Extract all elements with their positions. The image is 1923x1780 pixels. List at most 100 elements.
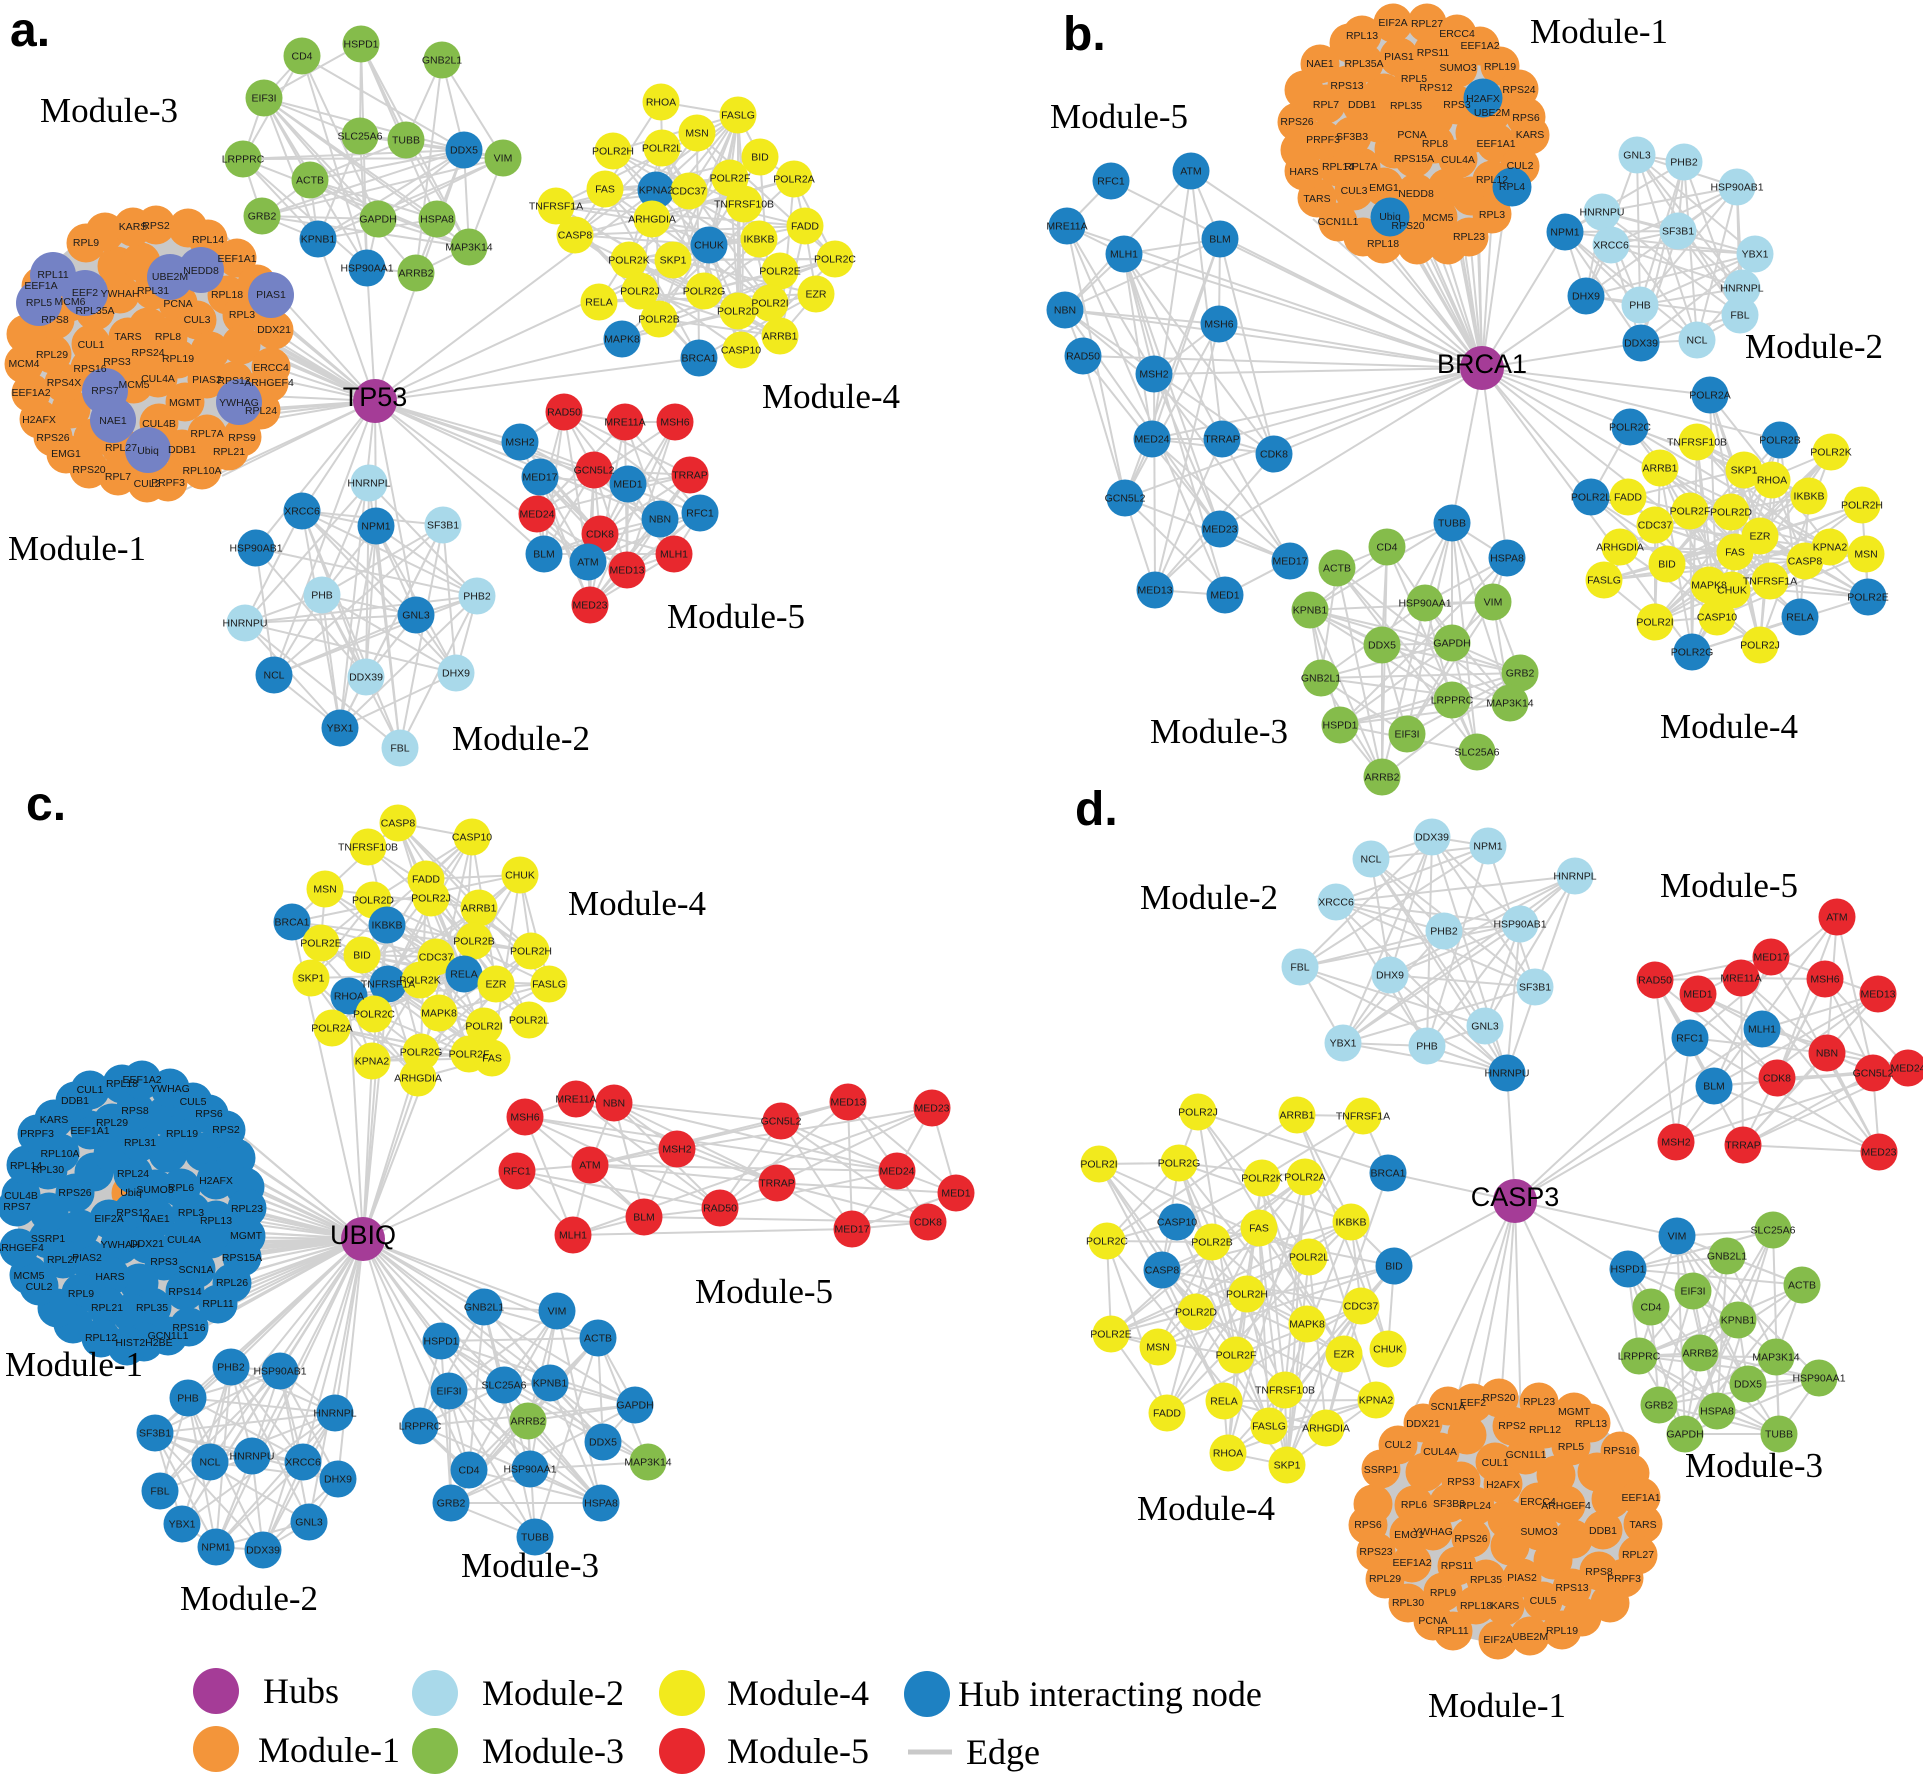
svg-text:GAPDH: GAPDH xyxy=(1666,1429,1703,1441)
svg-text:NPM1: NPM1 xyxy=(361,521,390,533)
svg-text:GAPDH: GAPDH xyxy=(616,1400,653,1412)
svg-text:TUBB: TUBB xyxy=(521,1532,549,1544)
svg-text:HNRNPL: HNRNPL xyxy=(313,1408,356,1420)
svg-text:MLH1: MLH1 xyxy=(559,1230,587,1242)
svg-text:KPNA2: KPNA2 xyxy=(1359,1395,1394,1407)
svg-text:POLR2B: POLR2B xyxy=(1759,435,1800,447)
svg-text:HARS: HARS xyxy=(95,1271,124,1283)
svg-text:HSP90AB1: HSP90AB1 xyxy=(1710,182,1763,194)
svg-text:NCL: NCL xyxy=(1360,854,1381,866)
svg-text:XRCC6: XRCC6 xyxy=(284,506,320,518)
svg-text:HSP90AB1: HSP90AB1 xyxy=(253,1366,306,1378)
svg-text:EIF3I: EIF3I xyxy=(436,1386,461,1398)
svg-text:CUL1: CUL1 xyxy=(78,339,105,351)
svg-text:GRB2: GRB2 xyxy=(437,1498,466,1510)
svg-text:VIM: VIM xyxy=(1484,597,1503,609)
svg-text:NPM1: NPM1 xyxy=(201,1542,230,1554)
svg-text:NAE1: NAE1 xyxy=(142,1213,170,1225)
svg-text:CD4: CD4 xyxy=(1376,542,1397,554)
svg-text:KARS: KARS xyxy=(1516,129,1545,141)
svg-text:POLR2E: POLR2E xyxy=(1847,592,1888,604)
svg-text:Module-3: Module-3 xyxy=(482,1731,624,1771)
svg-text:POLR2H: POLR2H xyxy=(592,146,634,158)
svg-text:GAPDH: GAPDH xyxy=(1433,638,1470,650)
svg-text:MED23: MED23 xyxy=(1861,1147,1896,1159)
svg-text:MED17: MED17 xyxy=(1753,952,1788,964)
svg-text:POLR2K: POLR2K xyxy=(1810,447,1851,459)
svg-text:SCN1A: SCN1A xyxy=(1430,1401,1465,1413)
svg-text:DHX9: DHX9 xyxy=(1572,291,1600,303)
svg-text:NAE1: NAE1 xyxy=(1306,58,1334,70)
svg-text:HNRNPL: HNRNPL xyxy=(347,478,390,490)
svg-text:HARS: HARS xyxy=(1289,166,1318,178)
svg-text:FAS: FAS xyxy=(1249,1223,1269,1235)
svg-text:Ubiq: Ubiq xyxy=(137,445,159,457)
svg-text:CDC37: CDC37 xyxy=(419,952,454,964)
svg-text:RPL8: RPL8 xyxy=(155,331,181,343)
svg-text:DDX5: DDX5 xyxy=(589,1437,617,1449)
svg-text:POLR2H: POLR2H xyxy=(510,946,552,958)
svg-text:EEF2: EEF2 xyxy=(72,287,98,299)
svg-text:MGMT: MGMT xyxy=(169,397,202,409)
svg-text:ARHGDIA: ARHGDIA xyxy=(628,214,676,226)
svg-text:H2AFX: H2AFX xyxy=(1486,1479,1520,1491)
svg-text:POLR2E: POLR2E xyxy=(1090,1329,1131,1341)
svg-text:MSH2: MSH2 xyxy=(1139,369,1168,381)
svg-text:CASP3: CASP3 xyxy=(1471,1182,1560,1212)
svg-text:VIM: VIM xyxy=(494,153,513,165)
svg-text:MAP3K14: MAP3K14 xyxy=(624,1457,671,1469)
svg-text:ACTB: ACTB xyxy=(1323,563,1351,575)
svg-text:HSP90AA1: HSP90AA1 xyxy=(1792,1373,1845,1385)
svg-text:YBX1: YBX1 xyxy=(169,1519,196,1531)
svg-text:RPL14: RPL14 xyxy=(1322,161,1354,173)
svg-text:POLR2G: POLR2G xyxy=(400,1047,443,1059)
svg-text:SF3B1: SF3B1 xyxy=(1662,226,1694,238)
svg-text:RPL27: RPL27 xyxy=(1622,1549,1654,1561)
svg-text:RPL30: RPL30 xyxy=(1392,1597,1424,1609)
svg-text:MCM5: MCM5 xyxy=(14,1270,45,1282)
svg-text:Module-2: Module-2 xyxy=(1140,878,1278,917)
svg-text:NBN: NBN xyxy=(1054,305,1076,317)
svg-text:Module-1: Module-1 xyxy=(1428,1686,1566,1725)
svg-text:RHOA: RHOA xyxy=(1757,475,1787,487)
svg-text:MLH1: MLH1 xyxy=(660,549,688,561)
svg-text:TNFRSF1A: TNFRSF1A xyxy=(1743,576,1797,588)
svg-text:RPS13: RPS13 xyxy=(1330,80,1363,92)
svg-text:GRB2: GRB2 xyxy=(248,211,277,223)
svg-text:KPNB1: KPNB1 xyxy=(301,234,336,246)
svg-text:SUMO3: SUMO3 xyxy=(1439,62,1477,74)
svg-text:POLR2J: POLR2J xyxy=(1178,1107,1218,1119)
svg-text:MED1: MED1 xyxy=(941,1188,970,1200)
svg-text:RAD50: RAD50 xyxy=(1638,975,1672,987)
svg-text:FASLG: FASLG xyxy=(532,979,566,991)
svg-text:BRCA1: BRCA1 xyxy=(1370,1168,1405,1180)
svg-text:RPL21: RPL21 xyxy=(213,446,245,458)
svg-text:SUMO3: SUMO3 xyxy=(1520,1526,1558,1538)
svg-text:ARRB1: ARRB1 xyxy=(461,903,496,915)
svg-text:NCL: NCL xyxy=(263,670,284,682)
svg-text:Module-2: Module-2 xyxy=(482,1673,624,1713)
svg-text:RPS15A: RPS15A xyxy=(222,1252,262,1264)
svg-text:RPS20: RPS20 xyxy=(72,464,105,476)
svg-text:RFC1: RFC1 xyxy=(1676,1033,1704,1045)
svg-text:CHUK: CHUK xyxy=(505,870,535,882)
svg-text:Module-1: Module-1 xyxy=(1530,12,1668,51)
svg-text:ARRB2: ARRB2 xyxy=(398,268,433,280)
svg-text:HSP90AA1: HSP90AA1 xyxy=(1398,598,1451,610)
svg-text:NBN: NBN xyxy=(649,514,671,526)
svg-text:CUL4A: CUL4A xyxy=(141,373,175,385)
svg-text:Ubiq: Ubiq xyxy=(1379,211,1401,223)
svg-text:POLR2D: POLR2D xyxy=(1175,1307,1217,1319)
svg-text:GCN5L2: GCN5L2 xyxy=(1105,493,1146,505)
svg-text:MLH1: MLH1 xyxy=(1748,1024,1776,1036)
svg-text:CASP10: CASP10 xyxy=(1697,612,1737,624)
svg-text:CASP10: CASP10 xyxy=(1157,1217,1197,1229)
svg-text:POLR2D: POLR2D xyxy=(717,306,759,318)
svg-text:RPL7: RPL7 xyxy=(1313,99,1339,111)
svg-text:EMG1: EMG1 xyxy=(1394,1529,1424,1541)
svg-text:YWHAH: YWHAH xyxy=(100,1239,139,1251)
svg-text:Module-4: Module-4 xyxy=(762,377,900,416)
svg-text:FASLG: FASLG xyxy=(1252,1421,1286,1433)
svg-text:MSH6: MSH6 xyxy=(660,417,689,429)
svg-text:RPL12: RPL12 xyxy=(1529,1424,1561,1436)
